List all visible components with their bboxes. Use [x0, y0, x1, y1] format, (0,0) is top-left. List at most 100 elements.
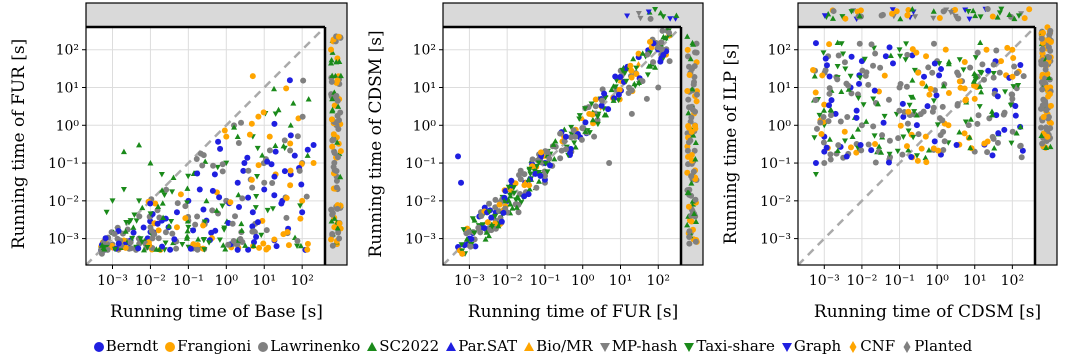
- data-point: [843, 153, 850, 160]
- data-point: [659, 27, 666, 34]
- timeout-point: [329, 242, 336, 249]
- data-point: [248, 176, 255, 183]
- legend-marker-icon: [367, 342, 378, 351]
- timeout-point: [685, 203, 692, 210]
- data-point: [156, 246, 163, 252]
- data-point: [900, 113, 907, 120]
- data-point: [259, 152, 266, 158]
- legend-label: Graph: [793, 337, 842, 355]
- data-point: [825, 118, 832, 125]
- data-point: [486, 209, 493, 215]
- timeout-point: [329, 95, 336, 102]
- x-tick-label: 10⁻²: [492, 273, 523, 289]
- data-point: [136, 198, 143, 204]
- data-point: [234, 246, 241, 253]
- data-point: [239, 195, 246, 202]
- timeout-point: [328, 236, 335, 243]
- data-point: [650, 59, 657, 66]
- data-point: [209, 207, 216, 214]
- x-tick-label: 10¹: [609, 273, 632, 289]
- timeout-point: [970, 7, 977, 14]
- data-point: [820, 114, 827, 121]
- data-point: [905, 128, 912, 134]
- y-tick-label: 10⁻²: [48, 194, 79, 210]
- data-point: [977, 39, 984, 46]
- data-point: [269, 180, 276, 187]
- data-point: [498, 218, 505, 225]
- timeout-point: [1006, 11, 1013, 18]
- timeout-point: [952, 6, 959, 13]
- timeout-point: [1039, 46, 1046, 53]
- x-tick-label: 10¹: [253, 273, 276, 289]
- timeout-point: [691, 79, 698, 86]
- data-point: [184, 228, 191, 234]
- data-point: [235, 191, 242, 198]
- legend-item-bio-mr: Bio/MR: [523, 337, 593, 355]
- timeout-point: [330, 136, 337, 143]
- data-point: [652, 64, 659, 70]
- legend-item-cnf: CNF: [847, 337, 895, 355]
- timeout-point: [1039, 102, 1046, 109]
- data-point: [458, 179, 465, 186]
- timeout-point: [692, 122, 699, 129]
- data-point: [941, 138, 948, 145]
- timeout-point: [688, 151, 695, 158]
- data-point: [842, 66, 849, 72]
- timeout-point: [692, 196, 699, 203]
- timeout-point: [1043, 107, 1050, 114]
- data-point: [290, 100, 297, 106]
- data-point: [159, 187, 166, 193]
- legend-label: SC2022: [379, 337, 440, 355]
- data-point: [287, 122, 294, 128]
- data-point: [168, 218, 175, 225]
- data-point: [1019, 147, 1026, 154]
- data-point: [265, 244, 272, 251]
- chart-panel-1: 10⁻³ 10⁻³ 10⁻² 10⁻² 10⁻¹ 10⁻¹ 10⁰ 10⁰ 10¹ 10¹ 10² 1…: [9, 2, 348, 322]
- y-tick-label: 10⁻²: [760, 194, 791, 210]
- data-point: [272, 142, 279, 148]
- data-point: [283, 85, 290, 92]
- data-point: [1018, 154, 1025, 161]
- data-point: [915, 69, 922, 76]
- data-point: [643, 95, 650, 102]
- data-point: [261, 186, 268, 193]
- timeout-point: [1040, 29, 1047, 36]
- data-point: [219, 168, 226, 175]
- data-point: [551, 155, 558, 162]
- timeout-point: [1043, 144, 1050, 150]
- data-point: [591, 133, 598, 140]
- data-point: [990, 70, 997, 77]
- data-point: [858, 58, 865, 65]
- data-point: [137, 236, 144, 242]
- data-point: [214, 164, 221, 171]
- data-point: [910, 134, 917, 141]
- data-point: [872, 159, 879, 166]
- data-point: [582, 106, 589, 112]
- data-point: [858, 147, 865, 154]
- data-point: [281, 137, 288, 144]
- data-point: [935, 147, 942, 154]
- data-point: [155, 235, 162, 242]
- data-point: [477, 229, 484, 236]
- data-point: [974, 49, 981, 56]
- data-point: [281, 145, 288, 152]
- data-point: [225, 241, 232, 248]
- data-point: [903, 41, 910, 47]
- timeout-point: [1046, 54, 1053, 61]
- x-tick-label: 10¹: [963, 273, 986, 289]
- data-point: [521, 182, 528, 189]
- data-point: [922, 154, 929, 161]
- data-point: [995, 130, 1002, 137]
- data-point: [147, 200, 154, 207]
- data-point: [904, 120, 911, 127]
- timeout-point: [337, 109, 344, 116]
- data-point: [985, 67, 992, 74]
- data-point: [201, 219, 208, 225]
- data-point: [961, 130, 968, 137]
- data-point: [903, 143, 910, 150]
- timeout-point: [1038, 35, 1045, 42]
- data-point: [202, 158, 209, 164]
- timeout-point: [1047, 125, 1054, 132]
- data-point: [859, 67, 866, 74]
- timeout-point: [688, 180, 695, 186]
